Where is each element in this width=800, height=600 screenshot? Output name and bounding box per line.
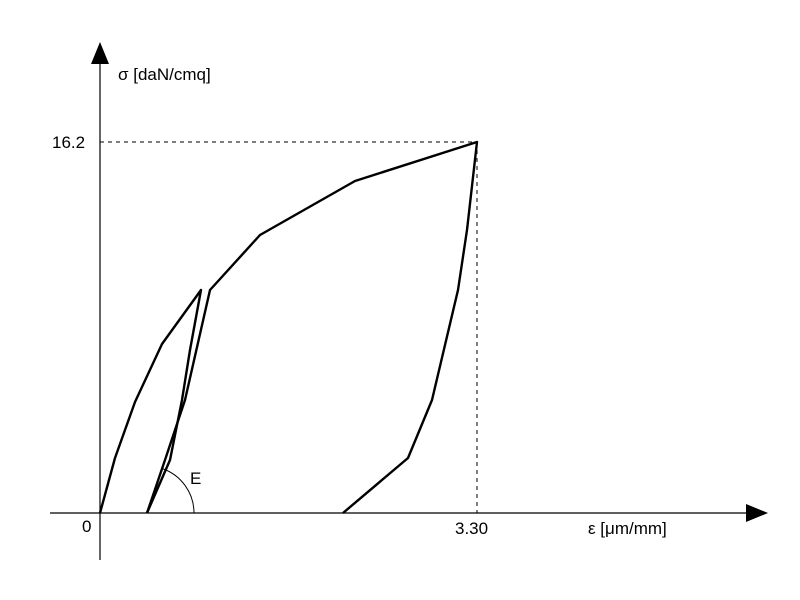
- y-axis-arrow: [91, 42, 109, 64]
- first-loop-curve: [98, 288, 203, 514]
- x-axis-arrow: [746, 504, 768, 522]
- peak-stress-label: 16.2: [52, 133, 85, 152]
- peak-strain-label: 3.30: [455, 519, 488, 538]
- x-axis-label: ε [μm/mm]: [588, 519, 667, 538]
- modulus-label: E: [190, 469, 201, 488]
- modulus-arc: [161, 468, 195, 514]
- origin-label: 0: [82, 517, 91, 536]
- second-loop-curve: [145, 140, 479, 514]
- y-axis-label: σ [daN/cmq]: [118, 65, 211, 84]
